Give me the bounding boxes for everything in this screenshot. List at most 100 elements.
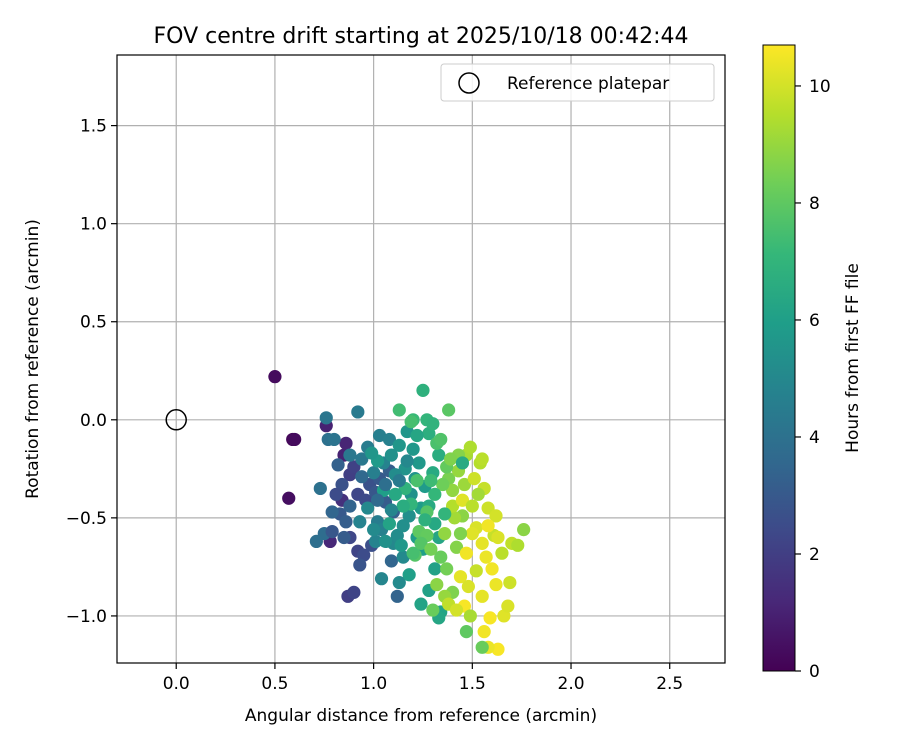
scatter-point [331, 458, 345, 472]
scatter-point [517, 523, 531, 537]
scatter-point [313, 481, 327, 496]
x-axis-ticks: 0.0 0.5 1.0 1.5 2.0 2.5 [163, 663, 683, 694]
scatter-point [489, 509, 503, 523]
scatter-point [414, 536, 428, 550]
scatter-point [347, 585, 361, 599]
colorbar-tick-label: 0 [809, 662, 820, 682]
scatter-point [444, 452, 458, 466]
scatter-point [491, 530, 505, 545]
scatter-point [475, 640, 489, 654]
scatter-point [424, 542, 438, 556]
x-tick-label: 2.0 [558, 674, 585, 694]
scatter-point [368, 534, 383, 549]
scatter-point [390, 589, 404, 603]
scatter-point [392, 403, 406, 417]
scatter-point [469, 564, 483, 578]
scatter-point [382, 517, 397, 531]
legend-label: Reference platepar [507, 74, 669, 94]
scatter-point [445, 483, 460, 498]
y-tick-label: 1.5 [80, 117, 107, 137]
x-axis-label: Angular distance from reference (arcmin) [245, 706, 597, 726]
scatter-point [343, 499, 357, 513]
y-axis-label: Rotation from reference (arcmin) [23, 219, 43, 499]
scatter-point [406, 442, 420, 456]
scatter-point [392, 438, 406, 452]
scatter-point [455, 493, 470, 507]
x-tick-label: 2.5 [656, 674, 683, 694]
scatter-point [327, 432, 341, 447]
plot-frame [116, 54, 726, 664]
scatter-point [477, 625, 491, 639]
scatter-point [361, 501, 375, 515]
scatter-point [400, 454, 414, 468]
chart-title: FOV centre drift starting at 2025/10/18 … [154, 24, 689, 49]
data-points [268, 370, 531, 656]
scatter-point [511, 538, 525, 552]
scatter-point [455, 456, 470, 470]
scatter-point [453, 526, 468, 541]
scatter-point [339, 515, 353, 529]
colorbar-tick-label: 2 [809, 545, 820, 565]
scatter-point [426, 417, 440, 431]
x-tick-label: 1.0 [360, 674, 387, 694]
scatter-point [394, 538, 408, 552]
scatter-point [384, 503, 398, 517]
scatter-point [503, 575, 517, 590]
scatter-point [410, 474, 424, 488]
scatter-point [428, 487, 442, 501]
scatter-point [337, 530, 351, 545]
scatter-point [453, 570, 468, 584]
scatter-point [282, 491, 296, 505]
colorbar-label: Hours from first FF file [843, 263, 863, 453]
scatter-point [367, 523, 381, 537]
scatter-point [457, 477, 472, 492]
scatter-point [424, 474, 438, 488]
y-tick-label: 0.5 [80, 313, 107, 333]
scatter-point [475, 536, 489, 550]
grid-lines [117, 55, 725, 663]
scatter-point [418, 513, 432, 527]
y-tick-label: 1.0 [80, 215, 107, 235]
scatter-point [325, 505, 339, 519]
scatter-point [475, 452, 489, 466]
scatter-point [438, 526, 452, 541]
scatter-point [370, 493, 385, 507]
scatter-point [392, 474, 406, 488]
scatter-point [335, 477, 349, 492]
legend-box [440, 63, 715, 102]
scatter-point [449, 603, 464, 617]
colorbar-tick-label: 4 [809, 428, 820, 448]
x-tick-label: 1.5 [459, 674, 486, 694]
x-tick-label: 0.5 [261, 674, 288, 694]
scatter-point [384, 554, 398, 568]
scatter-point [353, 558, 367, 572]
scatter-point [374, 572, 389, 586]
scatter-point [365, 446, 379, 460]
reference-platepar-point [165, 409, 187, 431]
scatter-point [414, 597, 428, 611]
scatter-point [329, 487, 343, 501]
colorbar-tick-label: 10 [809, 77, 831, 97]
scatter-point [339, 436, 353, 450]
scatter-point [489, 577, 503, 592]
scatter-point [471, 487, 485, 501]
scatter-point [378, 534, 393, 549]
scatter-point [402, 568, 416, 582]
scatter-point [428, 562, 442, 576]
scatter-point [501, 599, 515, 613]
scatter-point [463, 609, 477, 623]
scatter-point [388, 487, 402, 501]
scatter-point [416, 383, 430, 397]
colorbar-ticks: 0 2 4 6 8 10 [795, 77, 831, 682]
scatter-point [402, 509, 416, 523]
scatter-point [426, 603, 440, 617]
y-tick-label: −1.0 [66, 607, 107, 627]
scatter-point [404, 415, 418, 429]
scatter-point [396, 519, 410, 533]
scatter-point [430, 577, 444, 592]
scatter-point [325, 524, 339, 539]
scatter-point [432, 448, 446, 462]
legend: Reference platepar [440, 63, 715, 102]
y-tick-label: 0.0 [80, 411, 107, 431]
